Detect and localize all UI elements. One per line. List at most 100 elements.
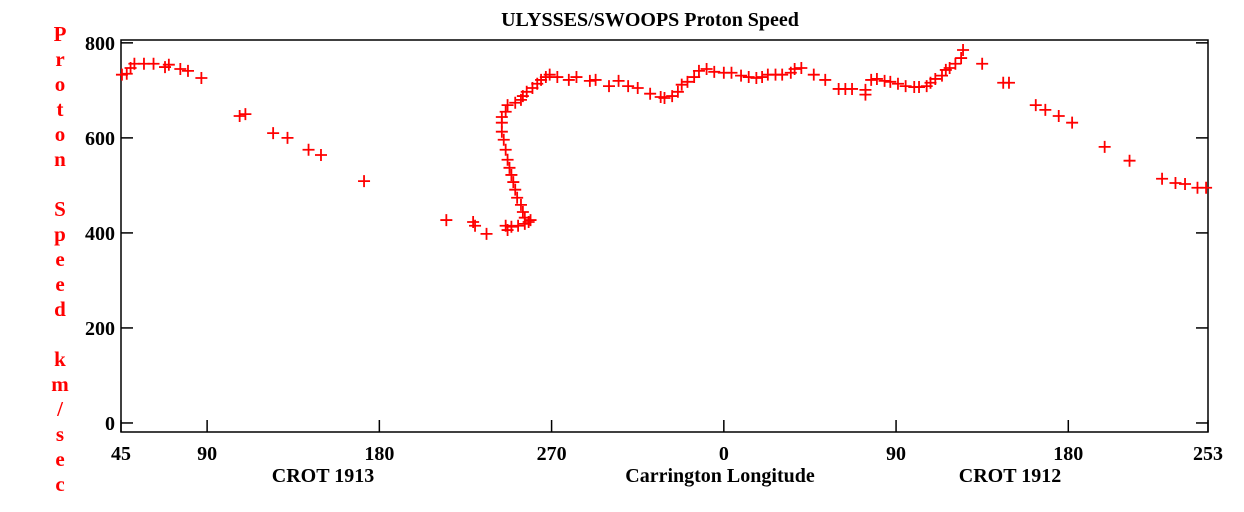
data-point (174, 62, 187, 75)
data-point (949, 57, 962, 70)
data-point (612, 74, 625, 87)
data-point (589, 73, 602, 86)
data-point (501, 99, 514, 112)
data-point (499, 143, 512, 156)
data-point (1039, 103, 1052, 116)
data-point (512, 219, 525, 232)
data-point (658, 91, 671, 104)
data-point (1123, 154, 1136, 167)
data-point (692, 64, 705, 77)
data-point (583, 74, 596, 87)
data-point (756, 71, 769, 84)
data-point (735, 69, 748, 82)
data-point (603, 80, 616, 93)
data-point (162, 58, 175, 71)
data-point (181, 64, 194, 77)
data-point (551, 71, 564, 84)
data-point (725, 66, 738, 79)
data-point (147, 57, 160, 70)
chart-title: ULYSSES/SWOOPS Proton Speed (501, 9, 799, 31)
x-tick-label: 180 (1053, 443, 1083, 465)
data-point (358, 175, 371, 188)
data-point (891, 77, 904, 90)
data-point (1066, 116, 1079, 129)
data-point (870, 72, 883, 85)
data-point (1002, 76, 1015, 89)
data-point (505, 168, 518, 181)
data-point (499, 105, 512, 118)
data-point (846, 82, 859, 95)
x-tick-label: 90 (197, 443, 217, 465)
data-point (507, 176, 520, 189)
data-point (497, 133, 510, 146)
data-point (708, 65, 721, 78)
data-point (1169, 177, 1182, 190)
data-point (562, 73, 575, 86)
data-point (1098, 140, 1111, 153)
data-point (195, 72, 208, 85)
data-point (518, 217, 531, 230)
data-point (976, 57, 989, 70)
data-point (859, 83, 872, 96)
y-tick-label: 600 (85, 128, 115, 150)
data-point (644, 87, 657, 100)
x-tick-label: 253 (1193, 443, 1223, 465)
plot-frame (120, 39, 1209, 433)
data-point (688, 71, 701, 84)
annotation: CROT 1913 (272, 465, 374, 487)
data-point (570, 71, 583, 84)
data-point (955, 52, 968, 65)
data-point (750, 72, 763, 85)
data-point (267, 127, 280, 140)
data-point (1052, 110, 1065, 123)
data-point (788, 62, 801, 75)
data-point (929, 72, 942, 85)
data-point (1179, 177, 1192, 190)
x-tick-label: 45 (111, 443, 131, 465)
data-point (495, 125, 508, 138)
data-point (440, 214, 453, 227)
x-tick-label: 180 (364, 443, 394, 465)
x-tick-label: 270 (537, 443, 567, 465)
data-point (742, 71, 755, 84)
data-point (681, 75, 694, 88)
data-point (505, 220, 518, 233)
x-tick-label: 90 (886, 443, 906, 465)
data-point (511, 191, 524, 204)
data-point (865, 73, 878, 86)
x-axis-label: Carrington Longitude (625, 465, 815, 487)
data-point (700, 62, 713, 75)
data-point (480, 227, 493, 240)
annotation: CROT 1912 (959, 465, 1061, 487)
data-point (469, 219, 482, 232)
data-point (501, 153, 514, 166)
data-point (1200, 181, 1213, 194)
data-point (819, 73, 832, 86)
y-tick-label: 400 (85, 223, 115, 245)
x-tick-label: 0 (719, 443, 729, 465)
data-point (314, 148, 327, 161)
y-axis-label: Proton Speed km/sec (48, 22, 72, 497)
data-point (281, 131, 294, 144)
data-point (239, 108, 252, 121)
data-point (509, 183, 522, 196)
data-point (957, 43, 970, 56)
data-point (302, 143, 315, 156)
data-point (1029, 99, 1042, 112)
data-point (671, 85, 684, 98)
data-point (233, 110, 246, 123)
data-point (543, 68, 556, 81)
data-point (516, 206, 529, 219)
data-point (878, 74, 891, 87)
data-point (899, 80, 912, 93)
data-point (795, 62, 808, 75)
data-point (884, 75, 897, 88)
y-tick-label: 200 (85, 318, 115, 340)
y-tick-label: 800 (85, 33, 115, 55)
data-point (1156, 172, 1169, 185)
data-point (514, 198, 527, 211)
data-point (675, 78, 688, 91)
data-point (631, 81, 644, 94)
